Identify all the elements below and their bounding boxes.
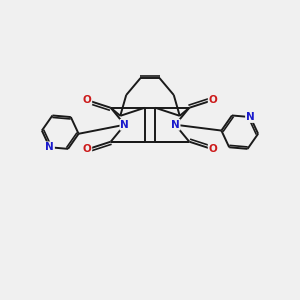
Text: O: O [208, 144, 217, 154]
Text: O: O [208, 95, 217, 105]
Text: N: N [246, 112, 255, 122]
Text: N: N [171, 120, 180, 130]
Text: O: O [82, 95, 91, 105]
Text: N: N [120, 120, 129, 130]
Text: N: N [45, 142, 54, 152]
Text: O: O [82, 144, 91, 154]
